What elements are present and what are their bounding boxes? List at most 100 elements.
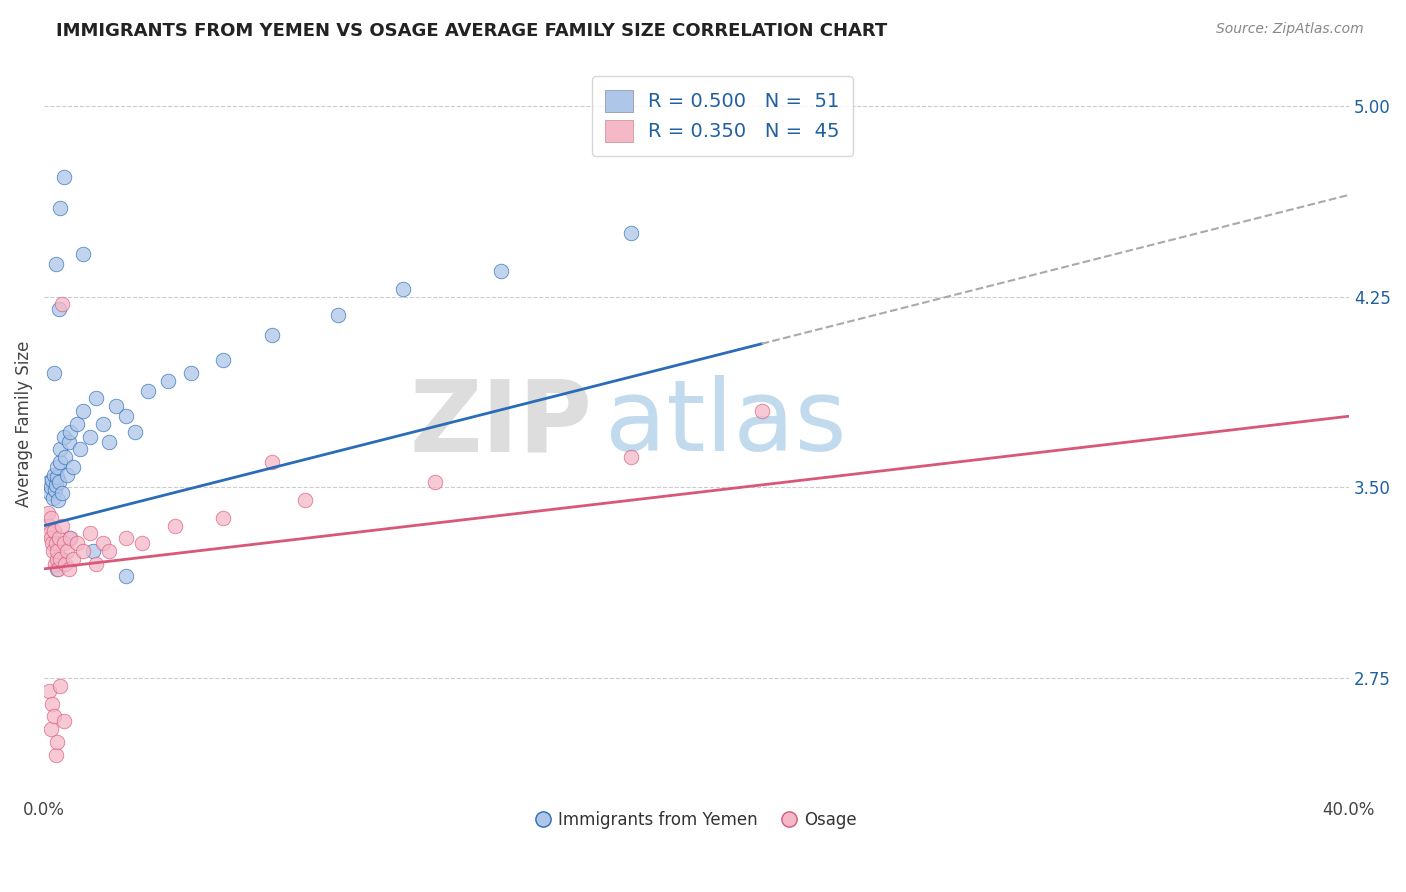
Point	[52, 714, 75, 729]
Point	[42, 709, 65, 723]
Point	[49, 551, 72, 566]
Point	[56, 544, 79, 558]
Point	[58, 434, 80, 449]
Point	[51, 518, 73, 533]
Point	[114, 532, 136, 546]
Point	[42, 366, 65, 380]
Point	[212, 511, 235, 525]
Point	[52, 429, 75, 443]
Legend: Immigrants from Yemen, Osage: Immigrants from Yemen, Osage	[530, 805, 863, 836]
Point	[51, 551, 73, 566]
Point	[44, 478, 66, 492]
Point	[52, 536, 75, 550]
Point	[131, 536, 153, 550]
Point	[59, 532, 82, 546]
Point	[66, 417, 89, 431]
Point	[49, 679, 72, 693]
Point	[38, 518, 60, 533]
Point	[104, 399, 127, 413]
Point	[326, 308, 349, 322]
Point	[41, 697, 63, 711]
Text: IMMIGRANTS FROM YEMEN VS OSAGE AVERAGE FAMILY SIZE CORRELATION CHART: IMMIGRANTS FROM YEMEN VS OSAGE AVERAGE F…	[56, 22, 887, 40]
Point	[84, 557, 107, 571]
Point	[79, 429, 101, 443]
Point	[49, 442, 72, 457]
Text: Source: ZipAtlas.com: Source: ZipAtlas.com	[1216, 22, 1364, 37]
Point	[46, 544, 69, 558]
Point	[52, 170, 75, 185]
Y-axis label: Average Family Size: Average Family Size	[15, 341, 32, 507]
Point	[48, 302, 70, 317]
Point	[42, 544, 65, 558]
Point	[69, 442, 91, 457]
Point	[59, 532, 82, 546]
Point	[46, 735, 69, 749]
Point	[46, 562, 69, 576]
Point	[157, 374, 180, 388]
Point	[37, 506, 59, 520]
Point	[72, 246, 94, 260]
Point	[49, 455, 72, 469]
Point	[82, 544, 104, 558]
Point	[44, 536, 66, 550]
Point	[262, 327, 284, 342]
Point	[91, 417, 114, 431]
Point	[84, 392, 107, 406]
Point	[46, 493, 69, 508]
Point	[44, 747, 66, 762]
Point	[41, 536, 63, 550]
Point	[39, 722, 62, 736]
Point	[72, 404, 94, 418]
Point	[294, 493, 316, 508]
Point	[62, 551, 84, 566]
Point	[98, 434, 121, 449]
Point	[46, 460, 69, 475]
Point	[44, 483, 66, 497]
Point	[45, 551, 67, 566]
Point	[39, 526, 62, 541]
Point	[56, 467, 79, 482]
Point	[66, 536, 89, 550]
Point	[212, 353, 235, 368]
Point	[180, 366, 202, 380]
Point	[620, 226, 643, 240]
Point	[425, 475, 447, 490]
Point	[53, 557, 76, 571]
Point	[163, 518, 186, 533]
Point	[58, 562, 80, 576]
Point	[262, 455, 284, 469]
Point	[59, 425, 82, 439]
Point	[124, 425, 146, 439]
Point	[39, 480, 62, 494]
Point	[91, 536, 114, 550]
Point	[38, 475, 60, 490]
Point	[53, 450, 76, 464]
Point	[114, 569, 136, 583]
Point	[72, 544, 94, 558]
Point	[42, 491, 65, 505]
Point	[48, 532, 70, 546]
Point	[41, 473, 63, 487]
Point	[62, 460, 84, 475]
Text: ZIP: ZIP	[409, 376, 592, 473]
Point	[39, 485, 62, 500]
Point	[46, 562, 69, 576]
Point	[114, 409, 136, 424]
Point	[38, 684, 60, 698]
Point	[45, 470, 67, 484]
Point	[751, 404, 773, 418]
Point	[42, 524, 65, 538]
Point	[79, 526, 101, 541]
Text: atlas: atlas	[605, 376, 846, 473]
Point	[44, 557, 66, 571]
Point	[48, 475, 70, 490]
Point	[392, 282, 415, 296]
Point	[49, 201, 72, 215]
Point	[42, 467, 65, 482]
Point	[138, 384, 160, 398]
Point	[620, 450, 643, 464]
Point	[39, 532, 62, 546]
Point	[51, 485, 73, 500]
Point	[44, 257, 66, 271]
Point	[98, 544, 121, 558]
